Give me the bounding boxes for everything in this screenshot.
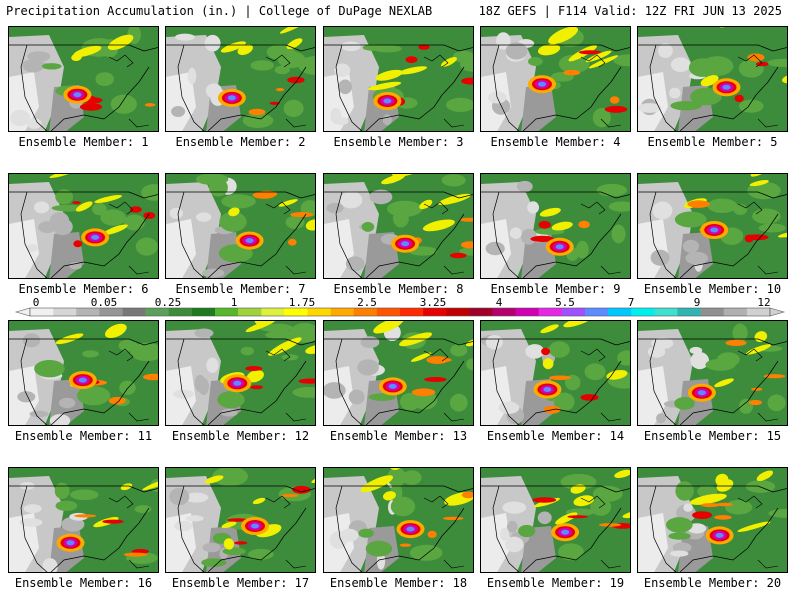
- ensemble-member-map: [480, 467, 631, 573]
- colorbar-tick-label: 2.5: [357, 296, 377, 309]
- precipitation-colorbar: [14, 307, 786, 317]
- colorbar-tick-label: 3.25: [419, 296, 447, 309]
- ensemble-member-label: Ensemble Member: 13: [329, 429, 468, 443]
- ensemble-member-map: [323, 467, 474, 573]
- ensemble-member-map: [165, 26, 316, 132]
- ensemble-member-map: [637, 173, 788, 279]
- model-valid-time: 18Z GEFS | F114 Valid: 12Z FRI JUN 13 20…: [478, 4, 782, 18]
- ensemble-member-label: Ensemble Member: 19: [486, 576, 625, 590]
- colorbar-tick-label: 5.5: [555, 296, 575, 309]
- map-title: Precipitation Accumulation (in.) | Colle…: [6, 4, 433, 18]
- ensemble-member-label: Ensemble Member: 2: [175, 135, 306, 149]
- ensemble-member-map: [480, 173, 631, 279]
- ensemble-member-map: [323, 26, 474, 132]
- colorbar-tick-label: 12: [757, 296, 771, 309]
- ensemble-member-label: Ensemble Member: 4: [490, 135, 621, 149]
- ensemble-member-map: [480, 320, 631, 426]
- colorbar-tick-label: 7: [627, 296, 635, 309]
- ensemble-member-map: [8, 173, 159, 279]
- ensemble-member-label: Ensemble Member: 6: [18, 282, 149, 296]
- ensemble-member-label: Ensemble Member: 1: [18, 135, 149, 149]
- ensemble-member-label: Ensemble Member: 15: [643, 429, 782, 443]
- colorbar-tick-label: 9: [693, 296, 701, 309]
- ensemble-member-map: [480, 26, 631, 132]
- colorbar-tick-label: 1: [230, 296, 238, 309]
- colorbar-tick-label: 0.25: [154, 296, 182, 309]
- ensemble-member-label: Ensemble Member: 5: [647, 135, 778, 149]
- ensemble-member-label: Ensemble Member: 7: [175, 282, 306, 296]
- ensemble-member-map: [637, 26, 788, 132]
- ensemble-member-map: [637, 320, 788, 426]
- ensemble-member-label: Ensemble Member: 17: [171, 576, 310, 590]
- ensemble-member-map: [8, 26, 159, 132]
- ensemble-member-map: [8, 320, 159, 426]
- colorbar-tick-label: 0: [32, 296, 40, 309]
- colorbar-tick-label: 4: [495, 296, 503, 309]
- colorbar-tick-label: 1.75: [288, 296, 316, 309]
- ensemble-member-label: Ensemble Member: 8: [333, 282, 464, 296]
- ensemble-member-label: Ensemble Member: 16: [14, 576, 153, 590]
- ensemble-member-label: Ensemble Member: 12: [171, 429, 310, 443]
- ensemble-member-label: Ensemble Member: 3: [333, 135, 464, 149]
- ensemble-member-map: [637, 467, 788, 573]
- ensemble-member-map: [8, 467, 159, 573]
- ensemble-member-label: Ensemble Member: 18: [329, 576, 468, 590]
- ensemble-member-label: Ensemble Member: 14: [486, 429, 625, 443]
- ensemble-member-map: [165, 320, 316, 426]
- colorbar-tick-label: 0.05: [90, 296, 118, 309]
- ensemble-member-label: Ensemble Member: 10: [643, 282, 782, 296]
- ensemble-member-label: Ensemble Member: 9: [490, 282, 621, 296]
- ensemble-member-map: [165, 173, 316, 279]
- ensemble-member-label: Ensemble Member: 20: [643, 576, 782, 590]
- ensemble-member-label: Ensemble Member: 11: [14, 429, 153, 443]
- ensemble-member-map: [323, 320, 474, 426]
- ensemble-member-map: [323, 173, 474, 279]
- ensemble-member-map: [165, 467, 316, 573]
